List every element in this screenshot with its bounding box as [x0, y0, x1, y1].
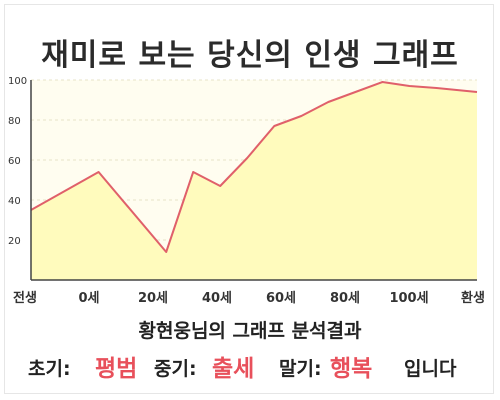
middle-value: 출세	[212, 356, 255, 382]
x-tick-labels: 전생 0세 20세 40세 60세 80세 100세 환생	[13, 290, 485, 306]
y-tick-label: 60	[8, 156, 21, 167]
analysis-subtitle: 황현웅님의 그래프 분석결과	[138, 320, 362, 342]
area-fill	[31, 82, 477, 280]
late-label: 말기:	[279, 358, 322, 380]
y-tick-labels: 20 40 60 80 100	[8, 76, 27, 247]
x-tick-label: 60세	[266, 291, 296, 306]
middle-label: 중기:	[154, 358, 197, 380]
x-tick-label: 80세	[330, 291, 360, 306]
card-frame	[4, 4, 494, 394]
early-value: 평범	[95, 356, 138, 382]
x-tick-label: 40세	[202, 291, 232, 306]
y-tick-label: 40	[8, 196, 21, 207]
analysis-result: 초기: 평범 중기: 출세 말기: 행복 입니다	[0, 344, 500, 384]
late-value: 행복	[330, 356, 373, 382]
ending-text: 입니다	[404, 358, 457, 380]
x-tick-label: 전생	[13, 290, 37, 306]
x-tick-label: 환생	[461, 290, 485, 306]
series-line	[30, 81, 478, 253]
y-tick-label: 100	[8, 76, 27, 87]
early-label: 초기:	[28, 358, 71, 380]
x-tick-label: 0세	[78, 291, 99, 306]
x-tick-label: 100세	[389, 291, 428, 306]
y-tick-label: 20	[8, 236, 21, 247]
x-tick-label: 20세	[138, 291, 168, 306]
axes	[30, 80, 477, 281]
y-tick-label: 80	[8, 116, 21, 127]
page-title: 재미로 보는 당신의 인생 그래프	[41, 38, 459, 73]
